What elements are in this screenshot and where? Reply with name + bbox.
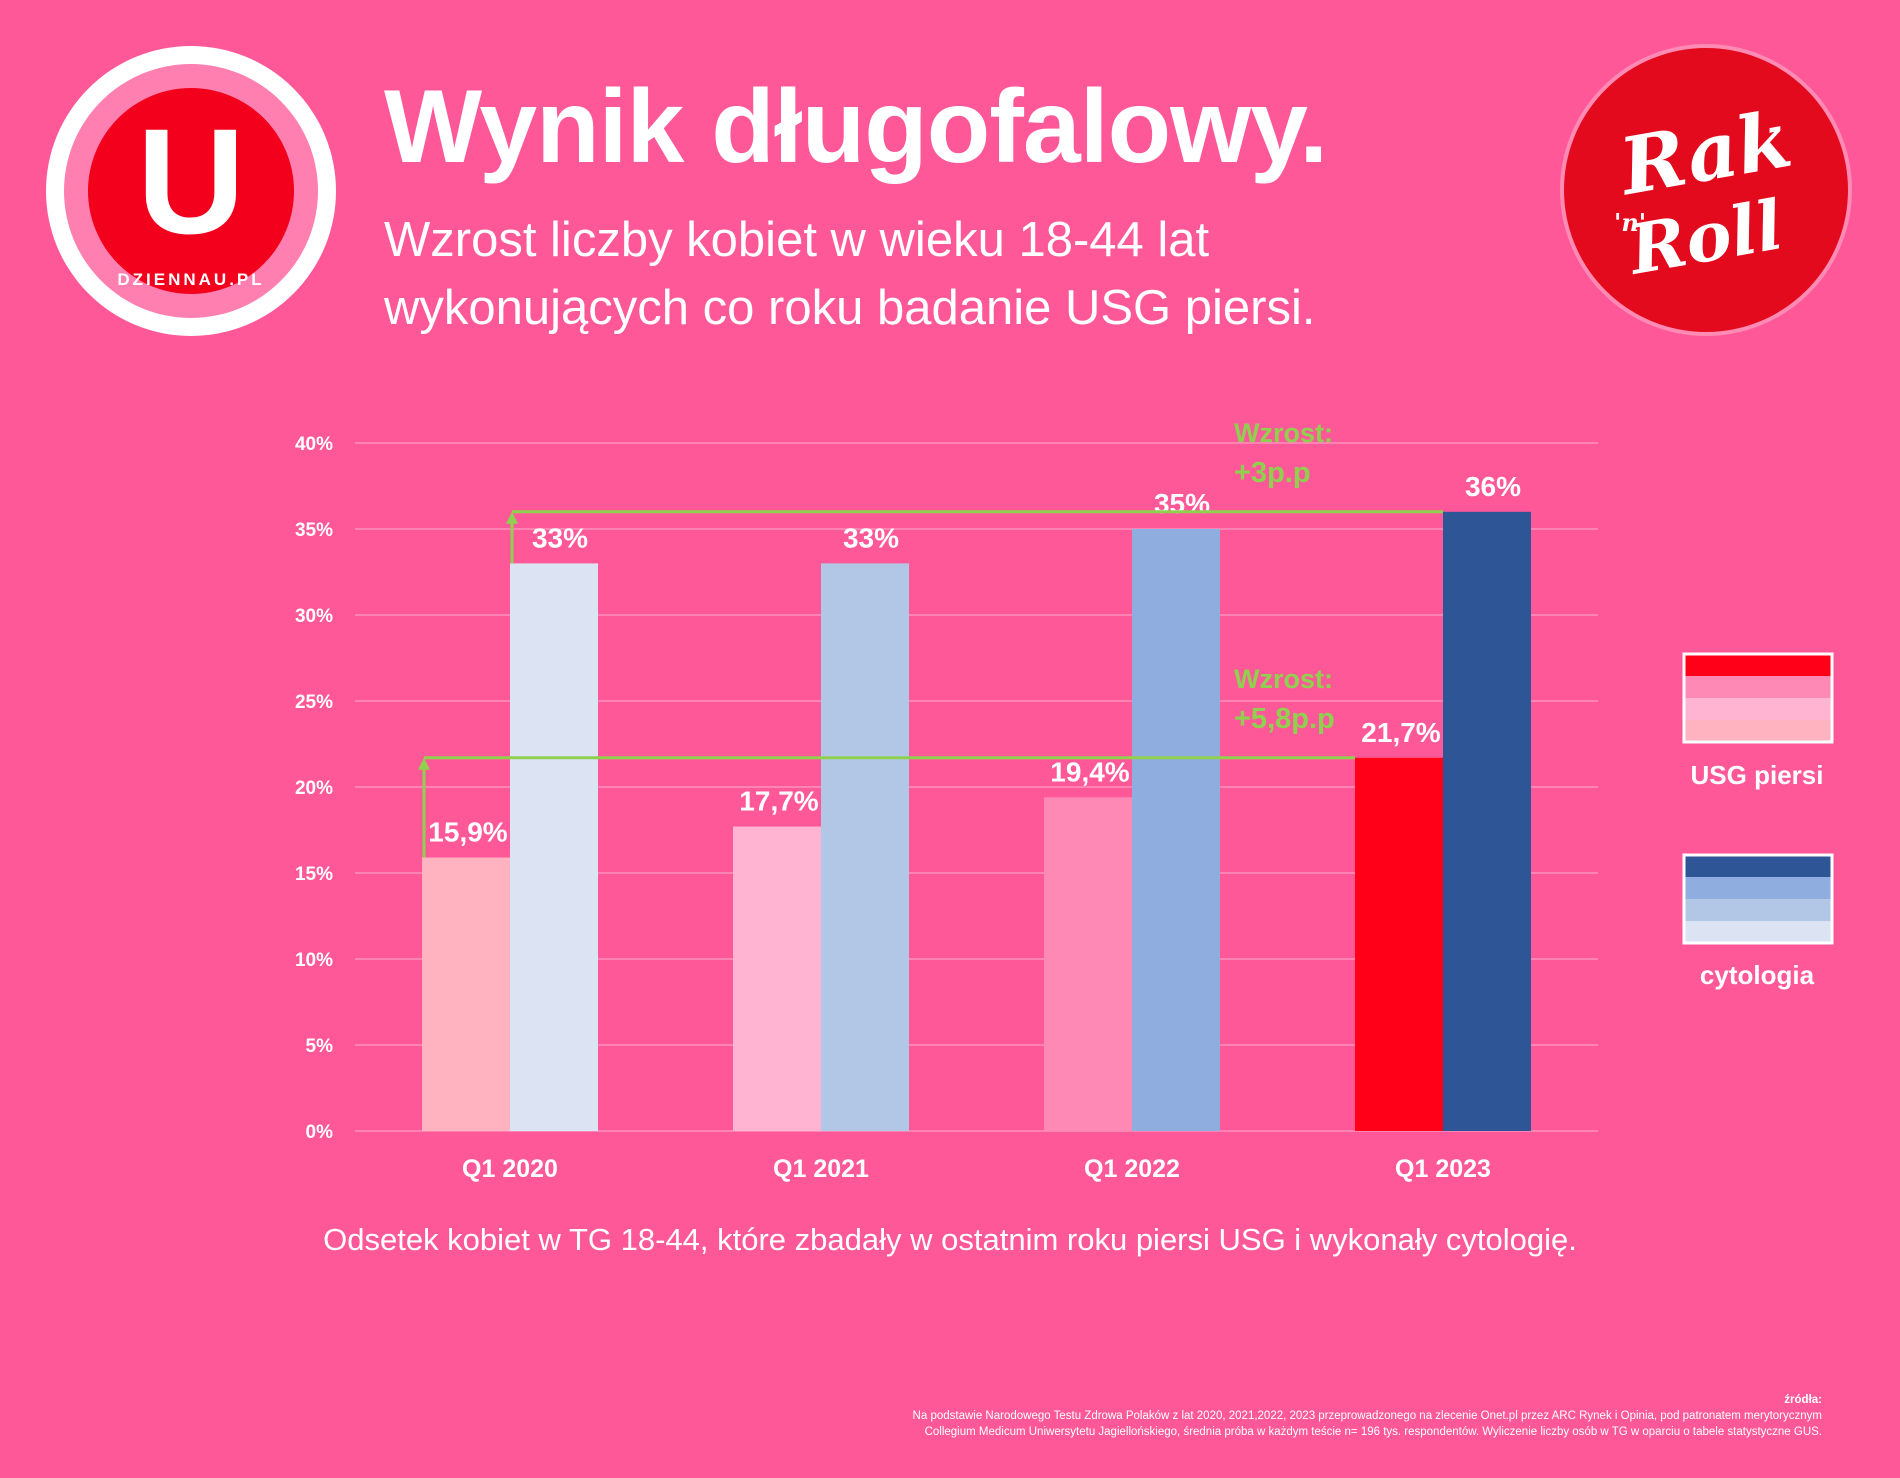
bar xyxy=(1044,797,1132,1131)
source-line-2: Collegium Medicum Uniwersytetu Jagielloń… xyxy=(924,1426,1822,1438)
logo-letter: U xyxy=(136,97,246,265)
rak-n-roll-logo: Rak 'n' Roll xyxy=(1560,44,1852,336)
bar xyxy=(510,563,598,1131)
growth-value: +5,8p.p xyxy=(1234,703,1335,735)
legend-swatch-border xyxy=(1682,853,1834,945)
legend-swatch xyxy=(1684,921,1832,943)
logo-core xyxy=(88,88,294,294)
y-tick-label: 20% xyxy=(295,778,333,799)
y-tick-label: 5% xyxy=(306,1036,334,1057)
source-heading: źródła: xyxy=(1784,1394,1822,1406)
y-tick-label: 35% xyxy=(295,520,333,541)
data-label: 35% xyxy=(1154,488,1210,519)
y-tick-label: 25% xyxy=(295,692,333,713)
data-label: 19,4% xyxy=(1050,756,1129,787)
page-subtitle: Wzrost liczby kobiet w wieku 18-44 lat w… xyxy=(384,206,1384,342)
bar xyxy=(1355,757,1443,1131)
chart-caption: Odsetek kobiet w TG 18-44, które zbadały… xyxy=(323,1222,1577,1257)
bar xyxy=(1443,511,1531,1131)
data-label: 17,7% xyxy=(739,786,818,817)
logo-word-n: 'n' xyxy=(1614,208,1647,237)
legend-swatch xyxy=(1684,877,1832,899)
data-label: 15,9% xyxy=(428,817,507,848)
growth-value: +3p.p xyxy=(1234,457,1311,489)
bar xyxy=(821,563,909,1131)
growth-label: Wzrost: xyxy=(1234,418,1333,448)
bar xyxy=(733,826,821,1131)
source-line-1: Na podstawie Narodowego Testu Zdrowa Pol… xyxy=(912,1410,1822,1422)
x-tick-label: Q1 2021 xyxy=(773,1155,869,1183)
legend-label-usg: USG piersi xyxy=(1690,760,1824,790)
subtitle-line-2: wykonujących co roku badanie USG piersi. xyxy=(384,281,1316,335)
subtitle-line-1: Wzrost liczby kobiet w wieku 18-44 lat xyxy=(384,213,1210,267)
y-tick-label: 30% xyxy=(295,606,333,627)
legend-swatch xyxy=(1684,855,1832,877)
data-label: 33% xyxy=(532,522,588,553)
bar xyxy=(422,857,510,1131)
legend-swatch xyxy=(1684,899,1832,921)
legend-swatch xyxy=(1684,698,1832,720)
bar-chart: 0% 5% 10% 15% 20% 25% 30% 35% 40% 15,9% 17,7% 19,4%… xyxy=(295,418,1834,1183)
legend-swatch xyxy=(1684,654,1832,676)
growth-arrow-head xyxy=(506,511,518,524)
growth-arrow-head xyxy=(418,757,430,770)
legend-swatch xyxy=(1684,720,1832,742)
legend-label-cytologia: cytologia xyxy=(1699,960,1815,990)
legend-swatch xyxy=(1684,676,1832,698)
y-tick-label: 0% xyxy=(306,1122,334,1143)
data-label: 33% xyxy=(843,522,899,553)
growth-label: Wzrost: xyxy=(1234,664,1333,694)
x-tick-label: Q1 2023 xyxy=(1395,1155,1491,1183)
y-tick-label: 40% xyxy=(295,434,333,455)
bar xyxy=(1132,529,1220,1131)
page-title: Wynik długofalowy. xyxy=(384,69,1328,185)
x-tick-label: Q1 2020 xyxy=(462,1155,558,1183)
y-tick-label: 10% xyxy=(295,950,333,971)
x-tick-label: Q1 2022 xyxy=(1084,1155,1180,1183)
data-label: 21,7% xyxy=(1361,717,1440,748)
source-note: źródła: Na podstawie Narodowego Testu Zd… xyxy=(672,1392,1822,1440)
y-tick-label: 15% xyxy=(295,864,333,885)
legend-swatch-border xyxy=(1682,652,1834,744)
logo-brand-text: DZIENNAU.PL xyxy=(117,270,265,289)
dziennau-logo: U DZIENNAU.PL xyxy=(46,46,336,336)
data-label: 36% xyxy=(1465,471,1521,502)
